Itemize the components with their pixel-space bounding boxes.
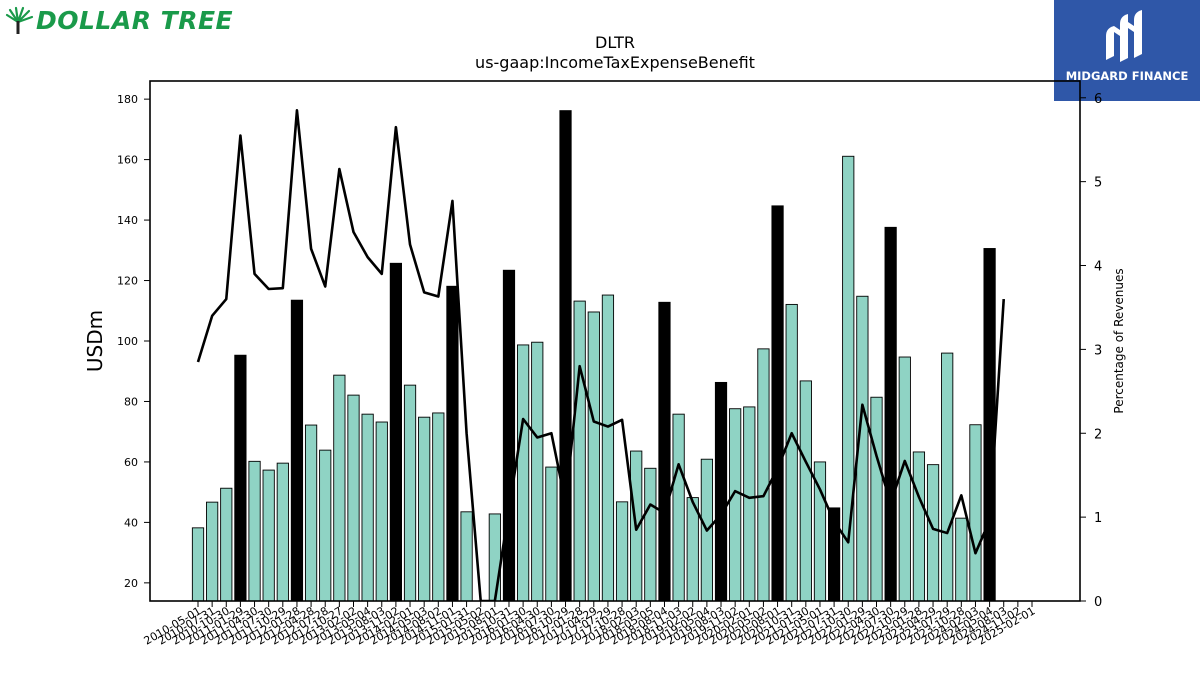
- bar: [276, 462, 289, 602]
- y-tick-label: 180: [117, 93, 138, 106]
- y2-tick-label: 0: [1094, 595, 1102, 610]
- bar: [460, 511, 473, 602]
- line-layer: [196, 109, 1006, 601]
- bar: [714, 381, 728, 602]
- dollar-tree-logo-text: DOLLAR TREE: [36, 6, 234, 35]
- y2-tick-label: 3: [1094, 343, 1102, 358]
- y2-axis: 0 1 2 3 4 5 6: [1080, 92, 1102, 610]
- bar: [488, 513, 501, 602]
- bar: [799, 380, 812, 602]
- y2-axis-label: Percentage of Revenues: [1112, 268, 1126, 413]
- bar: [601, 294, 615, 602]
- bar: [884, 226, 897, 602]
- y-tick-label: 140: [117, 214, 138, 227]
- bar: [955, 517, 968, 602]
- bar: [644, 467, 657, 602]
- chart-subtitle: us-gaap:IncomeTaxExpenseBenefit: [475, 53, 755, 72]
- y2-tick-label: 6: [1094, 92, 1102, 107]
- bar: [941, 352, 954, 602]
- bar: [333, 374, 346, 602]
- bar: [870, 396, 883, 602]
- bar: [672, 413, 685, 602]
- bar: [785, 303, 798, 602]
- bar: [729, 408, 742, 602]
- dollar-tree-logo: DOLLAR TREE: [4, 4, 254, 38]
- bar: [969, 424, 982, 602]
- bar: [319, 449, 332, 602]
- bar: [234, 354, 247, 602]
- bar: [403, 384, 417, 602]
- midgard-finance-logo-text: MIDGARD FINANCE: [1065, 69, 1189, 83]
- y2-tick-label: 1: [1094, 511, 1102, 526]
- y-tick-label: 40: [124, 516, 138, 529]
- bar: [559, 110, 572, 602]
- bar: [926, 464, 940, 602]
- y2-tick-label: 4: [1094, 260, 1102, 275]
- bar: [432, 412, 445, 602]
- bar: [304, 424, 318, 602]
- bar: [658, 301, 671, 602]
- bar: [771, 205, 784, 602]
- y-tick-label: 120: [117, 275, 138, 288]
- y-axis-label: USDm: [83, 310, 107, 372]
- y-tick-label: 20: [124, 577, 138, 590]
- bar: [531, 341, 544, 602]
- bar: [220, 487, 233, 602]
- chart-title: DLTR: [595, 33, 635, 52]
- bar: [517, 344, 530, 602]
- y-tick-label: 160: [117, 154, 138, 167]
- bar: [573, 300, 586, 602]
- bar: [361, 413, 374, 602]
- bar: [262, 469, 275, 602]
- y-tick-label: 80: [124, 395, 138, 408]
- bars-layer: [191, 110, 996, 602]
- y2-tick-label: 5: [1094, 176, 1102, 191]
- bar: [686, 497, 699, 602]
- bar: [375, 421, 388, 602]
- bar: [502, 269, 516, 602]
- bar: [743, 406, 756, 602]
- bar: [191, 527, 205, 602]
- y2-tick-label: 2: [1094, 427, 1102, 442]
- bar: [898, 356, 911, 602]
- bar: [545, 466, 558, 602]
- x-axis: 2010-05-012010-07-312010-10-302011-01-29…: [142, 601, 1038, 648]
- bar: [587, 311, 600, 602]
- palm-leaf-icon: [5, 6, 34, 34]
- y-axis: 20 40 60 80 100 120 140 160 180: [117, 93, 150, 590]
- bar: [290, 299, 304, 602]
- midgard-m-icon: [1106, 10, 1142, 62]
- bar: [418, 416, 431, 602]
- bar: [983, 248, 996, 602]
- midgard-finance-logo: MIDGARD FINANCE: [1054, 0, 1200, 101]
- bar: [615, 501, 629, 602]
- y-tick-label: 60: [124, 456, 138, 469]
- bar: [757, 348, 770, 602]
- bar: [446, 285, 459, 602]
- bar: [389, 262, 402, 602]
- bar: [912, 451, 926, 602]
- bar: [206, 501, 219, 602]
- y-tick-label: 100: [117, 335, 138, 348]
- bar: [347, 394, 360, 602]
- plot-frame: [149, 80, 1081, 602]
- bar: [248, 460, 261, 602]
- pct-of-revenues-line: [196, 109, 1006, 601]
